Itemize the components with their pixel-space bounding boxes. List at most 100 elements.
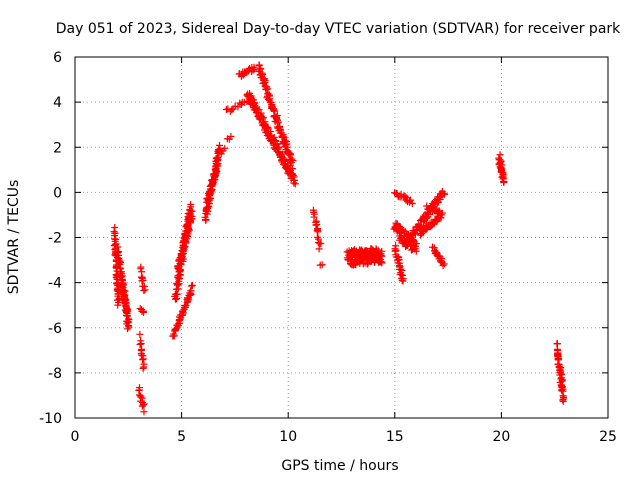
data-point xyxy=(403,242,411,250)
x-tick-label: 15 xyxy=(386,429,404,445)
data-point xyxy=(227,133,235,141)
data-point xyxy=(555,362,563,370)
data-point xyxy=(188,282,196,290)
y-tick-label: -6 xyxy=(48,321,62,337)
data-point xyxy=(309,206,317,214)
data-point xyxy=(114,301,122,309)
data-point xyxy=(497,157,505,165)
data-point xyxy=(559,397,567,405)
data-point xyxy=(412,247,420,255)
y-tick-label: -8 xyxy=(48,366,62,382)
data-point xyxy=(125,323,133,331)
data-point xyxy=(408,199,416,207)
data-point xyxy=(441,190,449,198)
data-point xyxy=(187,216,195,224)
x-tick-label: 25 xyxy=(599,429,617,445)
data-point xyxy=(283,143,291,151)
data-point xyxy=(289,157,297,165)
x-axis-label: GPS time / hours xyxy=(281,458,398,474)
data-point xyxy=(399,275,407,283)
data-point xyxy=(187,203,195,211)
data-points xyxy=(110,61,568,416)
y-tick-label: 4 xyxy=(53,95,62,111)
data-point xyxy=(139,356,147,364)
data-point xyxy=(212,168,220,176)
data-point xyxy=(138,394,146,402)
data-point xyxy=(291,180,299,188)
data-point xyxy=(257,65,265,73)
data-point xyxy=(290,179,298,187)
data-point xyxy=(500,178,508,186)
data-point xyxy=(423,214,431,222)
data-point xyxy=(392,247,400,255)
data-point xyxy=(279,154,287,162)
data-point xyxy=(378,247,386,255)
grid-lines xyxy=(75,57,608,418)
data-point xyxy=(498,173,506,181)
data-point xyxy=(139,364,147,372)
data-point xyxy=(436,194,444,202)
data-point xyxy=(173,290,181,298)
data-point xyxy=(411,230,419,238)
data-point xyxy=(234,103,242,111)
data-point xyxy=(274,118,282,126)
x-tick-label: 20 xyxy=(492,429,510,445)
data-point xyxy=(558,376,566,384)
y-axis-label: SDTVAR / TECUs xyxy=(6,180,22,295)
data-point xyxy=(181,242,189,250)
data-point xyxy=(435,208,443,216)
x-tick-label: 5 xyxy=(177,429,186,445)
data-point xyxy=(440,260,448,268)
data-point xyxy=(403,194,411,202)
y-tick-labels: -10 -8 -6 -4 -2 0 2 4 6 xyxy=(39,50,62,427)
data-point xyxy=(251,99,259,107)
data-point xyxy=(118,283,126,291)
data-point xyxy=(273,140,281,148)
data-point xyxy=(187,287,195,295)
data-point xyxy=(120,295,128,303)
data-point xyxy=(209,179,217,187)
data-point xyxy=(401,192,409,200)
data-point xyxy=(141,286,149,294)
data-point xyxy=(559,387,567,395)
data-point xyxy=(120,287,128,295)
data-point xyxy=(314,228,322,236)
data-point xyxy=(266,95,274,103)
data-point xyxy=(119,284,127,292)
data-point xyxy=(288,155,296,163)
data-point xyxy=(124,325,132,333)
data-point xyxy=(407,233,415,241)
y-tick-label: 2 xyxy=(53,140,62,156)
chart-title: Day 051 of 2023, Sidereal Day-to-day VTE… xyxy=(56,21,621,37)
data-point xyxy=(314,235,322,243)
axis-ticks xyxy=(74,56,609,419)
data-point xyxy=(315,245,323,253)
data-point xyxy=(179,307,187,315)
y-tick-label: -2 xyxy=(48,231,62,247)
data-point xyxy=(310,210,318,218)
data-point xyxy=(276,126,284,134)
data-point xyxy=(398,266,406,274)
data-point xyxy=(115,259,123,267)
data-point xyxy=(140,363,148,371)
x-tick-labels: 0 5 10 15 20 25 xyxy=(71,429,617,445)
data-point xyxy=(188,281,196,289)
y-tick-label: 0 xyxy=(53,185,62,201)
data-point xyxy=(288,165,296,173)
data-point xyxy=(255,61,263,69)
data-point xyxy=(185,226,193,234)
data-point xyxy=(115,248,123,256)
data-point xyxy=(318,261,326,269)
data-point xyxy=(312,217,320,225)
data-point xyxy=(439,262,447,270)
data-point xyxy=(139,307,147,315)
data-point xyxy=(136,330,144,338)
data-point xyxy=(140,408,148,416)
data-point xyxy=(259,70,267,78)
data-point xyxy=(136,340,144,348)
data-point xyxy=(202,216,210,224)
x-tick-label: 10 xyxy=(279,429,297,445)
data-point xyxy=(140,287,148,295)
data-point xyxy=(140,400,148,408)
